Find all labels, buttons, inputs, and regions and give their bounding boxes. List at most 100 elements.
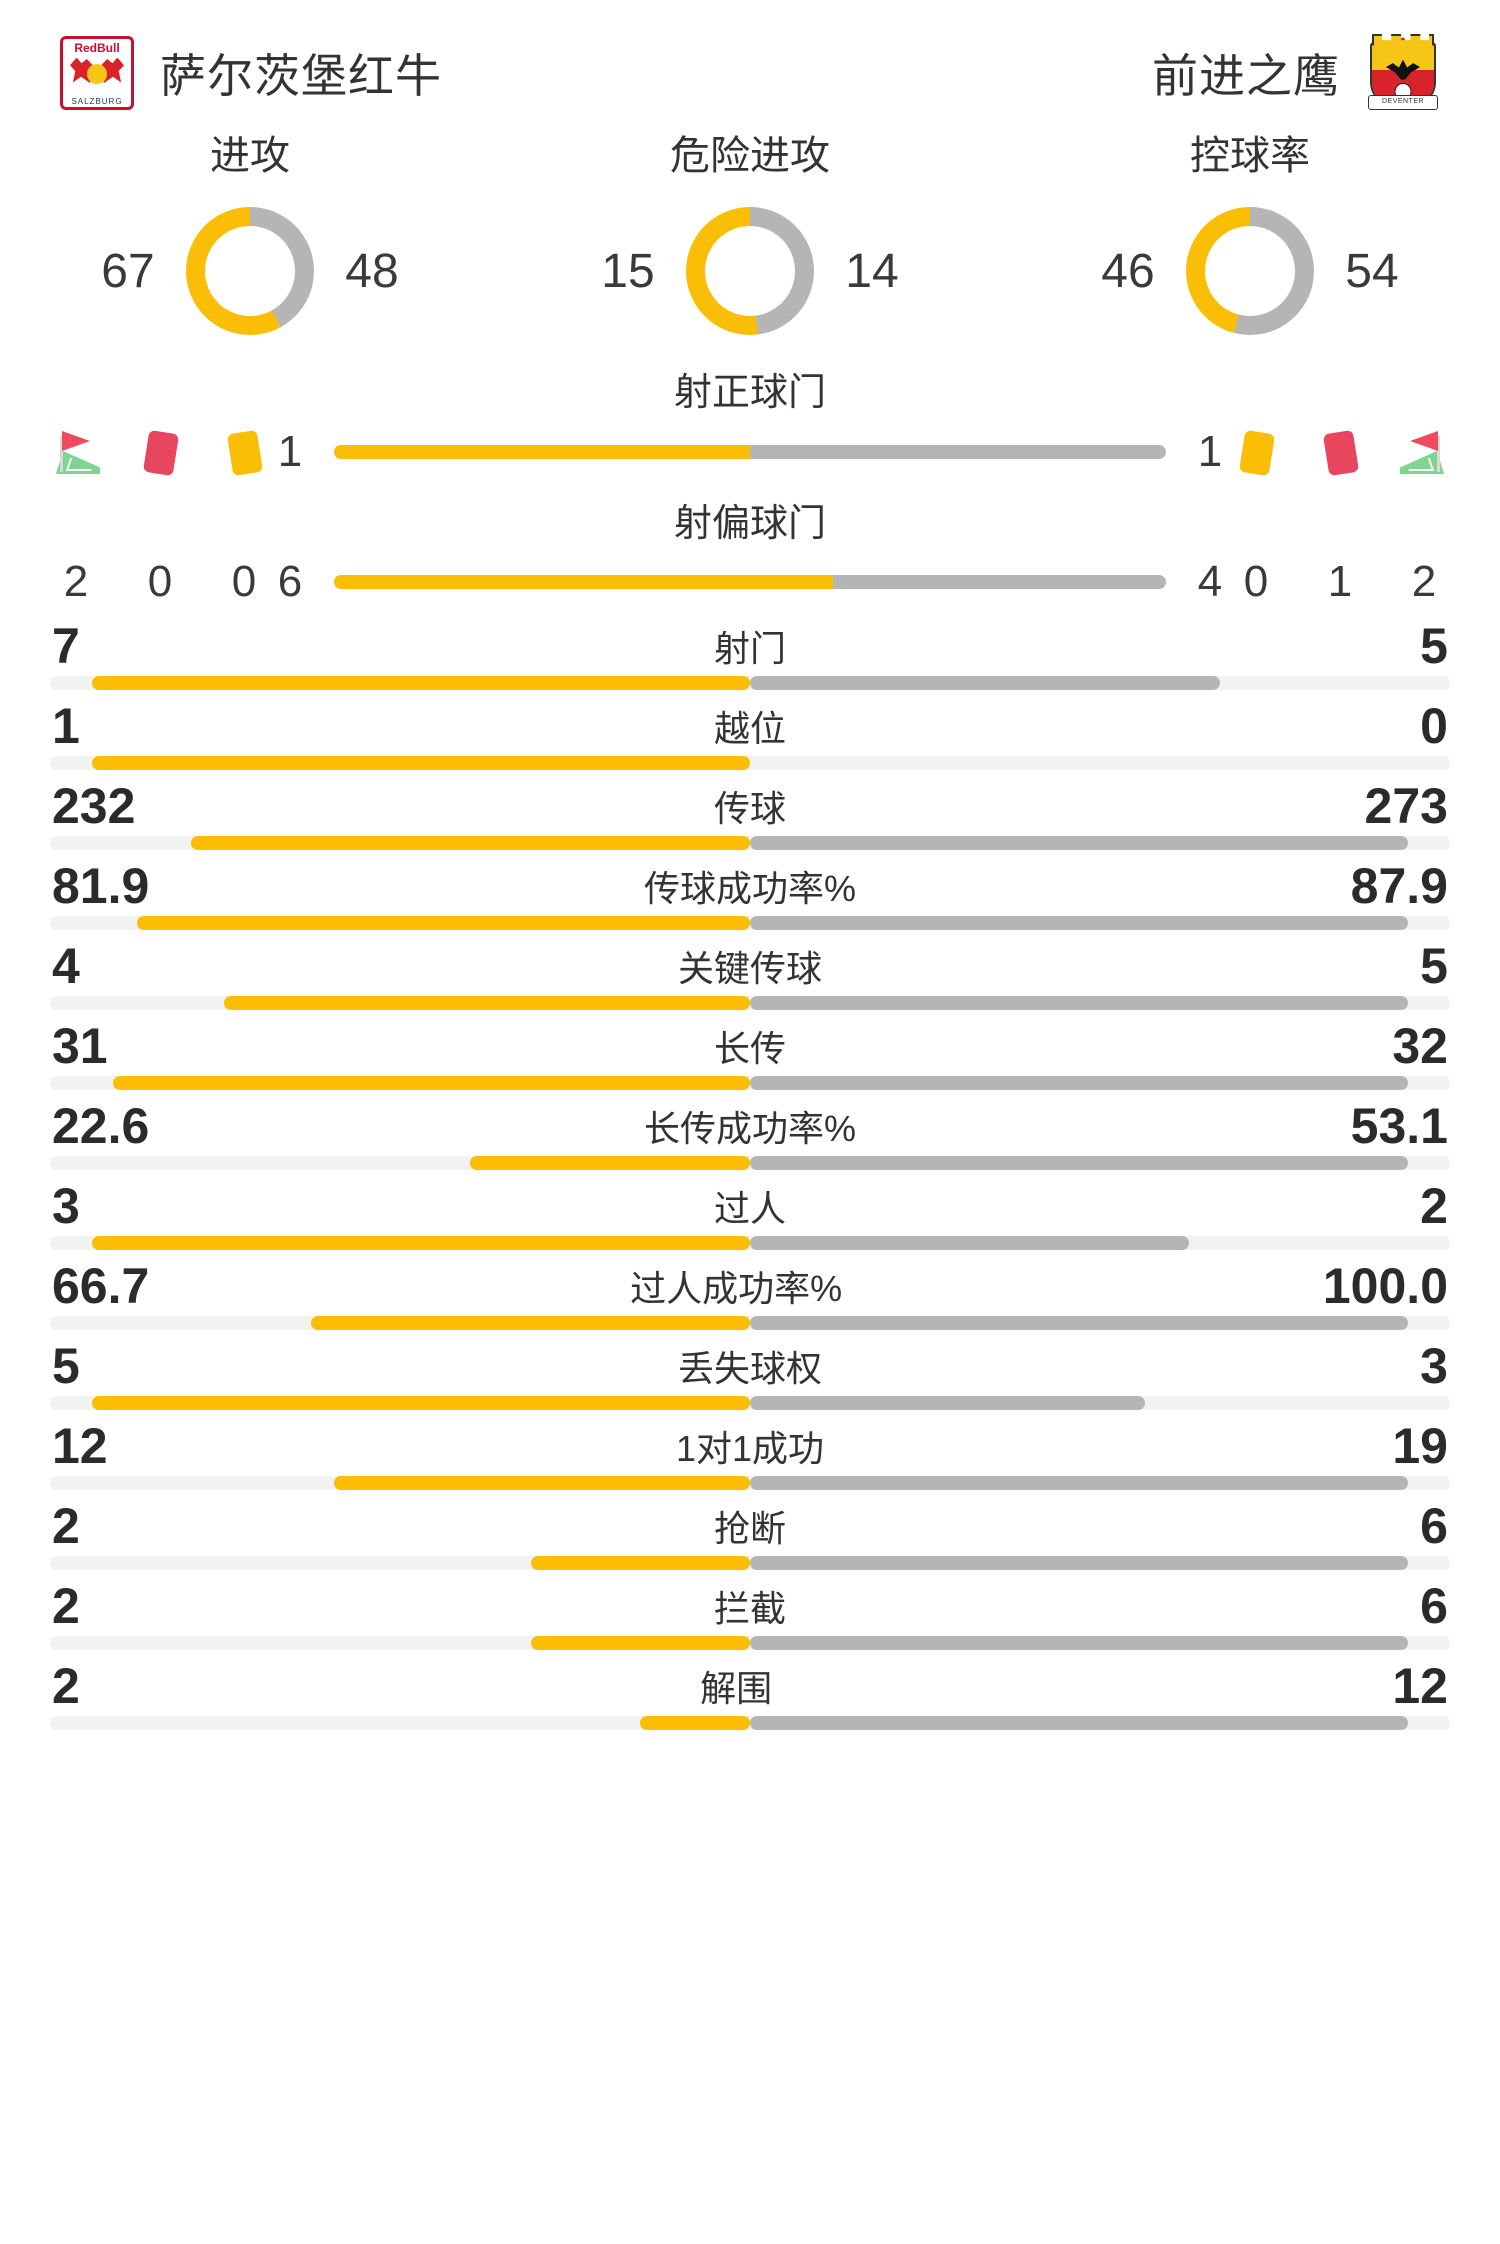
stat-home-value: 232 [52, 778, 136, 834]
stat-bar-away-fill [750, 676, 1220, 690]
stat-label: 射门 [713, 628, 786, 669]
donut-possession: 控球率 46 54 [1000, 123, 1500, 335]
stat-home-value: 12 [52, 1418, 108, 1474]
crest-top-dot-icon: ● [1400, 33, 1406, 44]
stat-away-value: 12 [1392, 1658, 1448, 1714]
stat-bar-home-fill [334, 1476, 750, 1490]
shots-on-target-label: 射正球门 [673, 372, 826, 414]
away-team: 前进之鹰 ● DEVENTER [1152, 33, 1440, 112]
stat-away-value: 5 [1420, 938, 1448, 994]
stat-bar [50, 1716, 1450, 1730]
stat-bar-away-fill [750, 916, 1408, 930]
stat-home-value: 3 [52, 1178, 80, 1234]
stat-home-value: 2 [52, 1578, 80, 1634]
stat-away-value: 6 [1420, 1498, 1448, 1554]
home-icon-group [50, 426, 270, 478]
stat-row: 3 过人 2 [50, 1181, 1450, 1250]
stat-label: 过人成功率% [630, 1268, 843, 1309]
stat-bar-away-fill [750, 1076, 1408, 1090]
stat-away-value: 53.1 [1350, 1098, 1448, 1154]
donut-home-value: 46 [1101, 244, 1155, 298]
stat-row: 7 射门 5 [50, 621, 1450, 690]
stat-bar-home-fill [92, 1396, 750, 1410]
shots-off-target-label: 射偏球门 [673, 503, 826, 545]
stat-label: 关键传球 [677, 948, 822, 989]
shots-off-target-home: 6 [277, 557, 303, 606]
home-team: RedBull SALZBURG 萨尔茨堡红牛 [60, 35, 442, 110]
stat-bar-home-fill [469, 1156, 750, 1170]
stat-away-value: 5 [1420, 618, 1448, 674]
stat-home-value: 1 [52, 698, 80, 754]
stat-label: 1对1成功 [675, 1428, 825, 1469]
stat-row: 31 长传 32 [50, 1021, 1450, 1090]
stat-away-value: 2 [1420, 1178, 1448, 1234]
stat-bar [50, 756, 1450, 770]
away-corners-count: 2 [1411, 557, 1437, 606]
stat-label: 拦截 [713, 1588, 786, 1629]
stat-bar-away-fill [750, 1556, 1408, 1570]
cards-corners-block: 射正球门 1 1 射偏球门 [0, 335, 1500, 607]
stat-home-value: 2 [52, 1498, 80, 1554]
shots-on-target-row: 1 1 [50, 426, 1450, 478]
stat-away-value: 273 [1364, 778, 1448, 834]
stat-bar-away-fill [750, 1636, 1408, 1650]
stat-row: 2 解围 12 [50, 1661, 1450, 1730]
donut-chart-group: 进攻 67 48 危险进攻 15 14 控球率 46 54 [0, 115, 1500, 335]
stat-row: 81.9 传球成功率% 87.9 [50, 861, 1450, 930]
stat-bar-home-fill [640, 1716, 750, 1730]
red-card-icon [134, 426, 186, 478]
donut-title: 进攻 [210, 134, 290, 178]
stat-bar [50, 996, 1450, 1010]
stat-bar-home-fill [92, 756, 750, 770]
donut-ring [186, 207, 314, 335]
stat-bar-home-fill [530, 1556, 750, 1570]
stat-row: 22.6 长传成功率% 53.1 [50, 1101, 1450, 1170]
stat-bar-away-fill [750, 996, 1408, 1010]
stat-home-value: 2 [52, 1658, 80, 1714]
red-bull-salzburg-crest-icon: RedBull SALZBURG [60, 35, 134, 110]
shots-off-target-bar [334, 575, 1166, 589]
stat-row: 1 越位 0 [50, 701, 1450, 770]
stat-bar [50, 676, 1450, 690]
stat-row: 2 拦截 6 [50, 1581, 1450, 1650]
stat-home-value: 66.7 [52, 1258, 150, 1314]
stat-bar-home-fill [112, 1076, 750, 1090]
home-count-group: 2 0 0 [50, 557, 270, 607]
stat-bar [50, 1316, 1450, 1330]
stat-label: 过人 [713, 1188, 786, 1229]
stat-away-value: 87.9 [1350, 858, 1448, 914]
stat-away-value: 100.0 [1322, 1258, 1448, 1314]
red-card-icon [1314, 426, 1366, 478]
stat-bar-home-fill [530, 1636, 750, 1650]
stat-bar-away-fill [750, 1316, 1408, 1330]
donut-away-value: 54 [1345, 244, 1399, 298]
stat-bar [50, 1156, 1450, 1170]
stat-home-value: 81.9 [52, 858, 150, 914]
stat-bar [50, 916, 1450, 930]
stat-rows: 7 射门 5 1 越位 0 232 传球 273 81.9 传球成功率% 87.9 4 关键传球 5 31 长传… [0, 607, 1500, 1730]
stat-row: 2 抢断 6 [50, 1501, 1450, 1570]
donut-away-value: 48 [345, 244, 399, 298]
stat-bar [50, 1476, 1450, 1490]
stat-bar [50, 836, 1450, 850]
stat-label: 丢失球权 [677, 1348, 822, 1389]
donut-ring [686, 207, 814, 335]
stat-label: 传球 [713, 788, 786, 829]
shots-off-target-row: 2 0 0 6 4 0 1 2 [50, 557, 1450, 607]
stat-bar-home-fill [223, 996, 750, 1010]
stat-label: 传球成功率% [643, 868, 856, 909]
donut-home-value: 67 [101, 244, 155, 298]
stat-bar-home-fill [92, 1236, 750, 1250]
sun-icon [87, 63, 107, 84]
stat-label: 越位 [713, 708, 786, 749]
donut-away-value: 14 [845, 244, 899, 298]
stat-bar-away-fill [750, 1716, 1408, 1730]
donut-attacks: 进攻 67 48 [0, 123, 500, 335]
yellow-card-icon [1230, 426, 1282, 478]
donut-title: 危险进攻 [670, 134, 830, 178]
home-yellow-cards-count: 0 [231, 557, 257, 606]
donut-home-value: 15 [601, 244, 655, 298]
stat-bar-away-fill [750, 1236, 1189, 1250]
away-team-name: 前进之鹰 [1152, 49, 1340, 102]
